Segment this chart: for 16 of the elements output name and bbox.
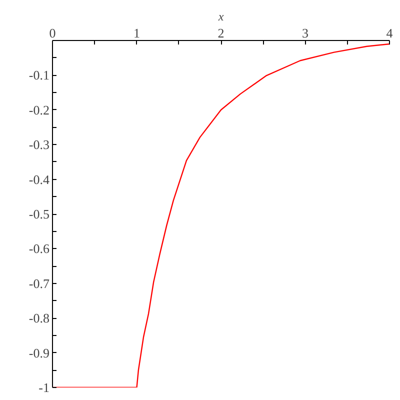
- x-axis-title: x: [217, 10, 224, 24]
- y-tick-label: -0.5: [28, 206, 50, 222]
- y-tick-label: -0.2: [28, 102, 50, 118]
- y-tick-label: -0.3: [28, 137, 50, 152]
- x-tick-label: 0: [49, 26, 56, 40]
- y-tick-label: -0.6: [28, 241, 50, 256]
- x-tick-label: 2: [218, 26, 224, 40]
- y-tick-label: -0.4: [28, 172, 50, 187]
- y-tick-label: -0.7: [28, 276, 50, 291]
- y-tick-label: -1: [38, 380, 50, 395]
- x-tick-label: 3: [302, 26, 308, 40]
- y-tick-label: -0.9: [28, 345, 50, 360]
- y-tick-label: -0.1: [28, 68, 50, 83]
- y-tick-label: -0.8: [28, 310, 50, 326]
- x-tick-label: 1: [134, 26, 140, 40]
- x-tick-label: 4: [386, 26, 394, 40]
